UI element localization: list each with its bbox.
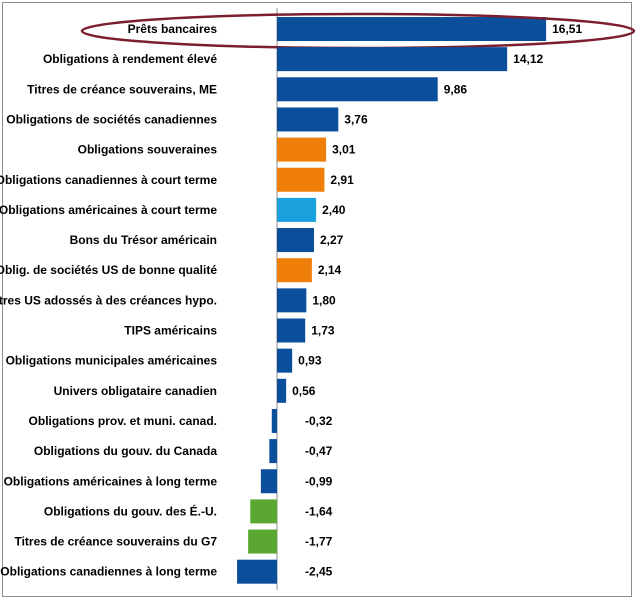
- data-label: 14,12: [513, 52, 543, 66]
- category-label: Obligations du gouv. des É.-U.: [44, 503, 217, 518]
- data-label: 3,76: [344, 112, 368, 126]
- bar: [277, 378, 287, 403]
- bar: [277, 318, 306, 343]
- data-label: -0,47: [305, 444, 333, 458]
- bar: [237, 559, 277, 584]
- bar: [248, 529, 277, 554]
- category-label: Obligations du gouv. du Canada: [34, 444, 217, 458]
- category-label: Titres US adossés à des créances hypo.: [0, 293, 217, 307]
- data-label: 0,56: [292, 384, 316, 398]
- data-label: 1,80: [312, 293, 336, 307]
- bar: [250, 499, 277, 524]
- bar: [277, 47, 508, 72]
- data-label: -1,77: [305, 535, 333, 549]
- data-label: 9,86: [444, 82, 468, 96]
- bar: [277, 107, 339, 132]
- bar: [277, 197, 317, 222]
- bar: [277, 348, 293, 373]
- bar: [277, 228, 315, 253]
- bar: [277, 137, 327, 162]
- data-label: -0,32: [305, 414, 333, 428]
- data-label: 1,73: [311, 324, 335, 338]
- data-label: 16,51: [552, 22, 582, 36]
- bar: [277, 258, 312, 283]
- data-label: -0,99: [305, 474, 333, 488]
- category-label: Obligations canadiennes à long terme: [0, 565, 217, 579]
- data-label: -1,64: [305, 504, 333, 518]
- category-label: Obligations municipales américaines: [6, 354, 218, 368]
- bar: [277, 17, 547, 41]
- category-label: Bons du Trésor américain: [70, 233, 217, 247]
- category-label: Titres de créance souverains, ME: [27, 82, 217, 96]
- data-label: -2,45: [305, 565, 333, 579]
- category-label: Obligations prov. et muni. canad.: [29, 414, 217, 428]
- category-label: TIPS américains: [124, 324, 217, 338]
- bar: [260, 469, 277, 494]
- category-label: Obligations souveraines: [78, 143, 218, 157]
- data-label: 0,93: [298, 354, 322, 368]
- bar: [277, 288, 307, 313]
- data-label: 2,91: [330, 173, 354, 187]
- bar: [277, 77, 438, 102]
- category-label: Obligations américaines à long terme: [4, 474, 218, 488]
- bar: [271, 408, 277, 433]
- data-label: 2,27: [320, 233, 344, 247]
- category-label: Obligations américaines à court terme: [0, 203, 217, 217]
- category-label: Titres de créance souverains du G7: [14, 535, 217, 549]
- category-label: Prêts bancaires: [128, 22, 218, 36]
- data-label: 2,14: [318, 263, 342, 277]
- category-label: Obligations canadiennes à court terme: [0, 173, 217, 187]
- category-label: Obligations de sociétés canadiennes: [6, 112, 217, 126]
- category-label: Univers obligataire canadien: [54, 384, 217, 398]
- bar: [269, 439, 277, 464]
- bar: [277, 167, 325, 192]
- category-label: Oblig. de sociétés US de bonne qualité: [0, 263, 217, 277]
- data-label: 3,01: [332, 143, 356, 157]
- category-label: Obligations à rendement élevé: [43, 52, 217, 66]
- data-label: 2,40: [322, 203, 346, 217]
